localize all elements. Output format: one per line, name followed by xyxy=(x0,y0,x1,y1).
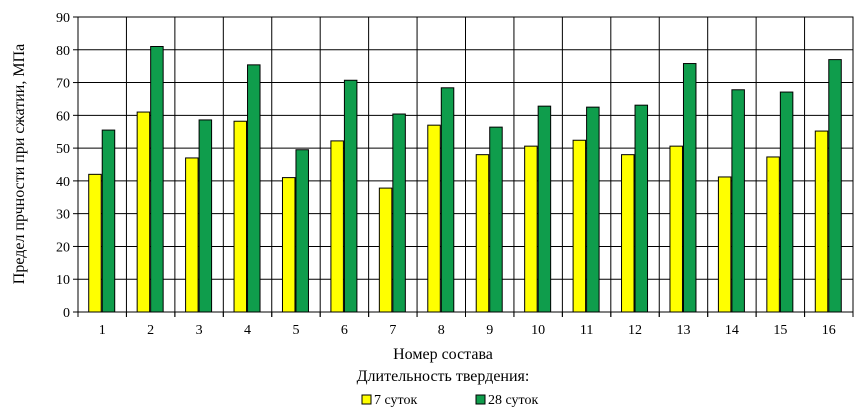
y-axis-ticks: 0 10 20 30 40 50 60 70 80 90 xyxy=(56,11,78,321)
y-tick-label: 60 xyxy=(56,109,70,124)
bar-series-1-cat-8 xyxy=(427,124,441,313)
bar-series-2-cat-13 xyxy=(682,63,697,313)
x-tick-label: 12 xyxy=(628,323,642,338)
bar-series-2-cat-4 xyxy=(247,64,261,313)
x-tick-label: 4 xyxy=(244,323,251,338)
bar-series-1-cat-3 xyxy=(185,157,199,313)
bar-series-1-cat-16 xyxy=(814,130,829,313)
legend-swatch-7-days xyxy=(361,394,372,405)
x-tick-label: 11 xyxy=(580,323,593,338)
legend-swatch-28-days xyxy=(475,394,486,405)
y-tick-label: 50 xyxy=(56,142,70,157)
x-tick-label: 1 xyxy=(99,323,106,338)
x-tick-label: 10 xyxy=(531,323,545,338)
x-tick-label: 15 xyxy=(773,323,787,338)
bar-series-2-cat-10 xyxy=(537,105,552,313)
bar-series-1-cat-2 xyxy=(136,111,151,313)
y-tick-label: 20 xyxy=(56,240,70,255)
bars xyxy=(88,46,842,313)
x-axis-label: Номер состава xyxy=(393,346,493,363)
bar-series-1-cat-13 xyxy=(669,145,683,313)
bar-series-1-cat-9 xyxy=(475,154,490,313)
y-tick-label: 70 xyxy=(56,77,70,92)
bar-series-2-cat-9 xyxy=(489,126,503,313)
bar-series-1-cat-14 xyxy=(717,176,732,313)
x-axis-ticks: 1 2 3 4 5 6 7 8 9 10 11 12 13 14 15 16 xyxy=(77,312,854,338)
bar-series-1-cat-4 xyxy=(233,120,248,313)
bar-series-1-cat-7 xyxy=(378,187,393,313)
bar-series-2-cat-16 xyxy=(828,59,842,313)
x-tick-label: 8 xyxy=(438,323,445,338)
x-tick-label: 5 xyxy=(292,323,299,338)
x-tick-label: 7 xyxy=(389,323,396,338)
x-tick-label: 9 xyxy=(486,323,493,338)
bar-series-1-cat-15 xyxy=(766,156,780,313)
x-tick-label: 13 xyxy=(676,323,690,338)
x-tick-label: 3 xyxy=(196,323,203,338)
y-tick-label: 80 xyxy=(56,44,70,59)
bar-series-2-cat-12 xyxy=(634,104,649,313)
bar-series-2-cat-15 xyxy=(779,91,794,313)
y-tick-label: 90 xyxy=(56,11,70,26)
bar-series-2-cat-14 xyxy=(731,89,745,313)
y-tick-label: 0 xyxy=(63,306,70,321)
y-tick-label: 40 xyxy=(56,175,70,190)
bar-series-2-cat-7 xyxy=(392,113,406,313)
bar-series-1-cat-12 xyxy=(621,154,635,313)
bar-series-2-cat-6 xyxy=(343,79,358,313)
y-axis-label: Предел прчности при сжатии, МПа xyxy=(11,44,28,284)
legend-label-28-days: 28 суток xyxy=(488,393,538,408)
y-tick-label: 30 xyxy=(56,208,70,223)
bar-series-2-cat-11 xyxy=(586,106,600,313)
x-tick-label: 14 xyxy=(725,323,739,338)
bar-series-1-cat-10 xyxy=(524,145,538,313)
bar-series-2-cat-5 xyxy=(295,149,309,313)
bar-series-1-cat-11 xyxy=(572,139,587,313)
x-tick-label: 2 xyxy=(147,323,154,338)
legend: Длительность твердения: 7 суток 28 суток xyxy=(357,368,539,408)
bar-series-1-cat-6 xyxy=(330,140,344,313)
legend-label-7-days: 7 суток xyxy=(374,393,417,408)
x-tick-label: 6 xyxy=(341,323,348,338)
legend-title: Длительность твердения: xyxy=(357,368,530,385)
bar-series-2-cat-8 xyxy=(440,87,455,313)
y-tick-label: 10 xyxy=(56,273,70,288)
bar-series-1-cat-1 xyxy=(88,173,102,313)
bar-series-2-cat-2 xyxy=(150,46,164,313)
bar-series-2-cat-3 xyxy=(198,119,213,313)
x-tick-label: 16 xyxy=(822,323,836,338)
bar-series-1-cat-5 xyxy=(281,177,296,313)
bar-series-2-cat-1 xyxy=(101,129,116,313)
